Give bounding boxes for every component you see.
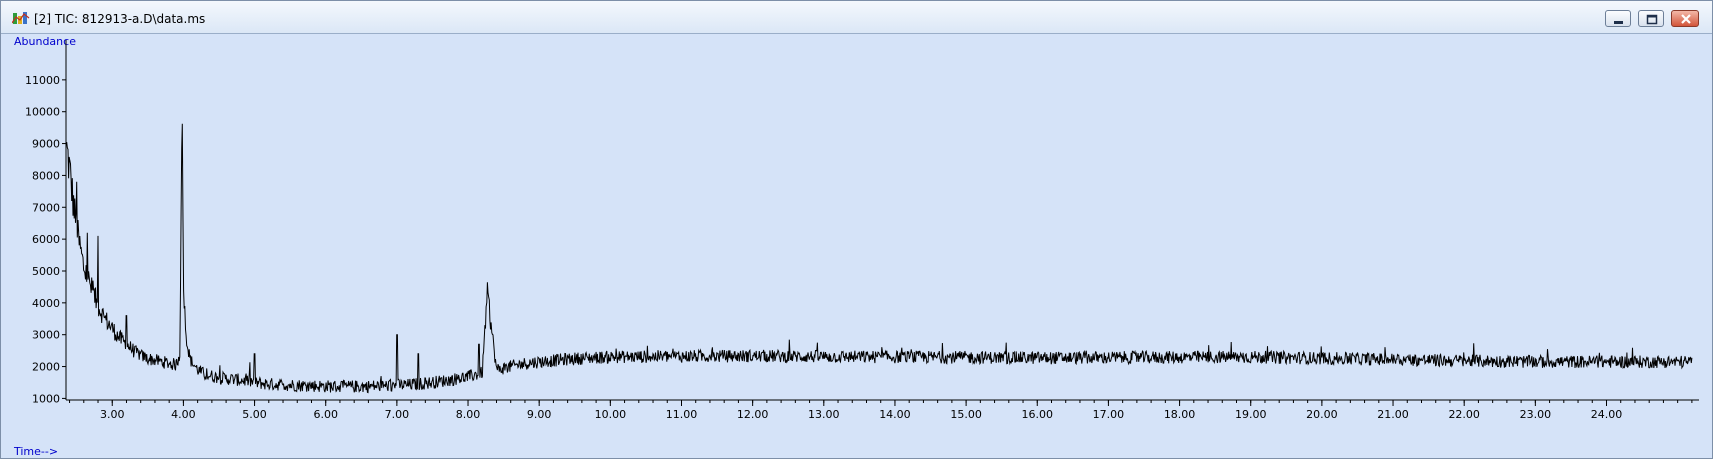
x-tick-label: 18.00 [1164,408,1196,421]
y-tick-label: 6000 [32,233,60,246]
x-tick-label: 7.00 [385,408,410,421]
plot-area[interactable]: Abundance Time--> 1000 2000 3000 4000 5000 60… [1,34,1712,458]
minimize-icon [1614,21,1623,24]
x-tick-label: 8.00 [456,408,481,421]
x-tick-label: 20.00 [1306,408,1338,421]
x-tick-label: 12.00 [737,408,769,421]
x-tick-label: 5.00 [242,408,267,421]
y-tick-label: 3000 [32,329,60,342]
x-tick-label: 16.00 [1022,408,1054,421]
x-tick-label: 10.00 [595,408,627,421]
x-tick-label: 14.00 [879,408,911,421]
x-tick-label: 15.00 [950,408,982,421]
x-tick-label: 21.00 [1377,408,1409,421]
tic-trace-line [66,123,1693,394]
y-tick-label: 8000 [32,169,60,182]
x-tick-label: 22.00 [1448,408,1480,421]
y-tick-label: 5000 [32,265,60,278]
y-tick-label: 7000 [32,201,60,214]
x-tick-label: 9.00 [527,408,552,421]
x-tick-label: 23.00 [1520,408,1552,421]
y-tick-label: 4000 [32,297,60,310]
window-title: [2] TIC: 812913-a.D\data.ms [34,12,206,26]
x-tick-label: 13.00 [808,408,840,421]
tic-chart: Abundance Time--> 1000 2000 3000 4000 5000 60… [13,35,1699,458]
y-tick-label: 2000 [32,361,60,374]
x-tick-label: 11.00 [666,408,698,421]
x-tick-label: 6.00 [313,408,338,421]
close-button[interactable] [1671,10,1699,27]
x-axis-label: Time--> [13,445,58,458]
maximize-icon [1646,14,1658,25]
y-tick-label: 1000 [32,392,60,405]
y-tick-label: 11000 [25,74,60,87]
x-tick-label: 19.00 [1235,408,1267,421]
maximize-button[interactable] [1638,10,1664,27]
y-tick-label: 9000 [32,138,60,151]
title-bar[interactable]: [2] TIC: 812913-a.D\data.ms [1,1,1712,34]
close-icon [1681,14,1691,24]
x-tick-label: 3.00 [100,408,125,421]
y-axis-label: Abundance [14,35,76,48]
x-tick-label: 17.00 [1093,408,1125,421]
minimize-button[interactable] [1605,10,1631,27]
y-tick-label: 10000 [25,106,60,119]
chromatogram-app-icon [11,11,30,26]
x-tick-label: 4.00 [171,408,196,421]
x-tick-label: 24.00 [1591,408,1623,421]
